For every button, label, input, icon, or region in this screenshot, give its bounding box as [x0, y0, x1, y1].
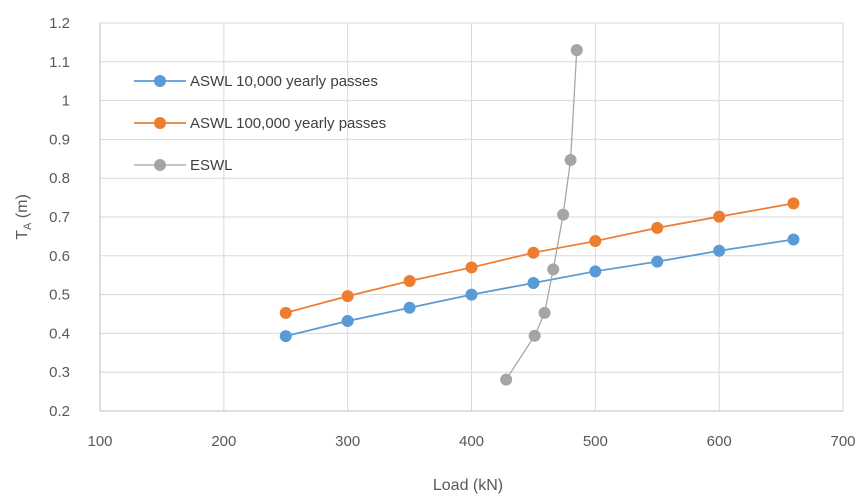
gridlines — [100, 22, 844, 411]
legend: ASWL 10,000 yearly passes ASWL 100,000 ye… — [134, 73, 386, 174]
y-tick-label: 0.6 — [49, 248, 70, 265]
data-point — [341, 290, 354, 303]
data-point — [341, 314, 354, 327]
data-point — [279, 330, 292, 343]
data-point — [787, 233, 800, 246]
y-tick-labels: 0.2 0.3 0.4 0.5 0.6 0.7 0.8 0.9 1 1.1 1.2 — [49, 15, 70, 420]
series-2 — [279, 197, 800, 319]
data-point — [465, 288, 478, 301]
data-point — [528, 329, 541, 342]
y-tick-label: 0.4 — [49, 325, 70, 342]
series-1 — [279, 233, 800, 343]
data-point — [713, 244, 726, 257]
y-axis-title: TA (m) — [14, 194, 34, 240]
data-point — [279, 306, 292, 319]
legend-label: ASWL 10,000 yearly passes — [190, 73, 378, 90]
data-point — [557, 208, 570, 221]
data-point — [527, 246, 540, 259]
y-tick-label: 0.9 — [49, 131, 70, 148]
x-tick-label: 700 — [830, 433, 855, 450]
y-axis-title-unit: (m) — [14, 194, 31, 222]
y-tick-label: 0.3 — [49, 364, 70, 381]
legend-item: ESWL — [134, 157, 233, 174]
y-tick-label: 1 — [62, 93, 70, 110]
x-tick-label: 600 — [707, 433, 732, 450]
data-point — [538, 306, 551, 319]
data-point — [403, 301, 416, 314]
data-point — [547, 263, 560, 276]
x-tick-labels: 100 200 300 400 500 600 700 — [87, 433, 855, 450]
series-layer — [279, 44, 800, 386]
legend-marker — [154, 117, 166, 129]
y-tick-label: 0.2 — [49, 403, 70, 420]
data-point — [527, 276, 540, 289]
y-tick-label: 1.2 — [49, 15, 70, 32]
legend-marker — [154, 75, 166, 87]
legend-item: ASWL 100,000 yearly passes — [134, 115, 386, 132]
x-tick-label: 300 — [335, 433, 360, 450]
y-tick-label: 0.8 — [49, 170, 70, 187]
y-tick-label: 0.7 — [49, 209, 70, 226]
data-point — [651, 221, 664, 234]
data-point — [500, 373, 513, 386]
data-point — [787, 197, 800, 210]
legend-label: ESWL — [190, 157, 233, 174]
y-axis-title-sub: A — [22, 222, 34, 230]
y-tick-label: 1.1 — [49, 54, 70, 71]
x-tick-label: 400 — [459, 433, 484, 450]
x-tick-label: 200 — [211, 433, 236, 450]
axes — [99, 23, 843, 412]
legend-marker — [154, 159, 166, 171]
legend-label: ASWL 100,000 yearly passes — [190, 115, 386, 132]
series-3 — [500, 44, 583, 386]
y-axis-title-main: T — [14, 230, 31, 240]
data-point — [403, 275, 416, 288]
x-axis-title: Load (kN) — [433, 477, 503, 494]
data-point — [570, 44, 583, 57]
data-point — [651, 255, 664, 268]
data-point — [589, 235, 602, 248]
data-point — [713, 210, 726, 223]
data-point — [564, 153, 577, 166]
data-point — [589, 265, 602, 278]
data-point — [465, 261, 478, 274]
legend-item: ASWL 10,000 yearly passes — [134, 73, 378, 90]
x-tick-label: 500 — [583, 433, 608, 450]
x-tick-label: 100 — [87, 433, 112, 450]
y-tick-label: 0.5 — [49, 287, 70, 304]
